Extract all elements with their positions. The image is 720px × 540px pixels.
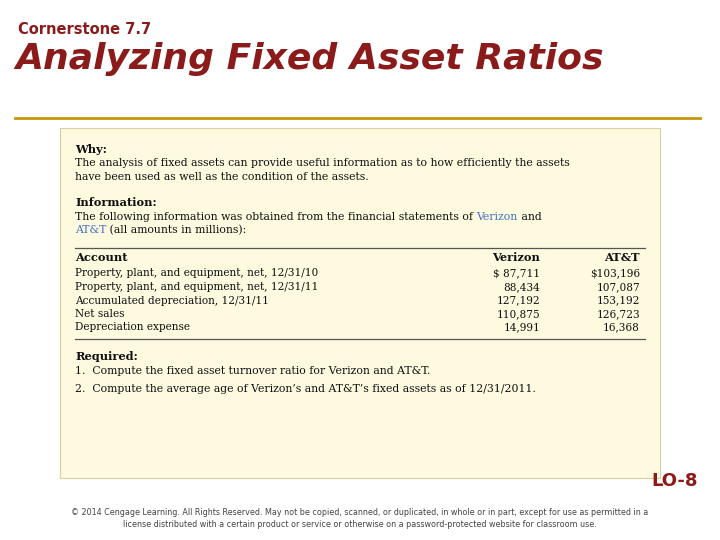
Text: 14,991: 14,991 (503, 322, 540, 333)
Text: 88,434: 88,434 (503, 282, 540, 292)
Text: © 2014 Cengage Learning. All Rights Reserved. May not be copied, scanned, or dup: © 2014 Cengage Learning. All Rights Rese… (71, 508, 649, 517)
Text: Account: Account (75, 252, 127, 263)
Text: 110,875: 110,875 (496, 309, 540, 319)
Text: 2.  Compute the average age of Verizon’s and AT&T’s fixed assets as of 12/31/201: 2. Compute the average age of Verizon’s … (75, 384, 536, 394)
Text: Information:: Information: (75, 197, 157, 208)
Text: The following information was obtained from the financial statements of: The following information was obtained f… (75, 212, 477, 221)
Text: Net sales: Net sales (75, 309, 125, 319)
Text: Verizon: Verizon (477, 212, 518, 221)
Text: Verizon: Verizon (492, 252, 540, 263)
Text: 107,087: 107,087 (596, 282, 640, 292)
Text: AT&T: AT&T (605, 252, 640, 263)
Text: Analyzing Fixed Asset Ratios: Analyzing Fixed Asset Ratios (15, 42, 603, 76)
Text: Depreciation expense: Depreciation expense (75, 322, 190, 333)
Text: 1.  Compute the fixed asset turnover ratio for Verizon and AT&T.: 1. Compute the fixed asset turnover rati… (75, 367, 431, 376)
FancyBboxPatch shape (60, 128, 660, 478)
Text: Why:: Why: (75, 144, 107, 155)
Text: have been used as well as the condition of the assets.: have been used as well as the condition … (75, 172, 369, 182)
Text: Accumulated depreciation, 12/31/11: Accumulated depreciation, 12/31/11 (75, 295, 269, 306)
Text: and: and (518, 212, 541, 221)
Text: AT&T: AT&T (75, 225, 107, 235)
Text: The analysis of fixed assets can provide useful information as to how efficientl: The analysis of fixed assets can provide… (75, 159, 570, 168)
Text: 127,192: 127,192 (496, 295, 540, 306)
Text: Cornerstone 7.7: Cornerstone 7.7 (18, 22, 151, 37)
Text: Required:: Required: (75, 351, 138, 362)
Text: 126,723: 126,723 (596, 309, 640, 319)
Text: Property, plant, and equipment, net, 12/31/11: Property, plant, and equipment, net, 12/… (75, 282, 318, 292)
Text: Property, plant, and equipment, net, 12/31/10: Property, plant, and equipment, net, 12/… (75, 268, 318, 279)
Text: 153,192: 153,192 (597, 295, 640, 306)
Text: license distributed with a certain product or service or otherwise on a password: license distributed with a certain produ… (123, 520, 597, 529)
Text: $103,196: $103,196 (590, 268, 640, 279)
Text: LO-8: LO-8 (652, 472, 698, 490)
Text: 16,368: 16,368 (603, 322, 640, 333)
Text: $ 87,711: $ 87,711 (493, 268, 540, 279)
Text: (all amounts in millions):: (all amounts in millions): (107, 225, 247, 235)
